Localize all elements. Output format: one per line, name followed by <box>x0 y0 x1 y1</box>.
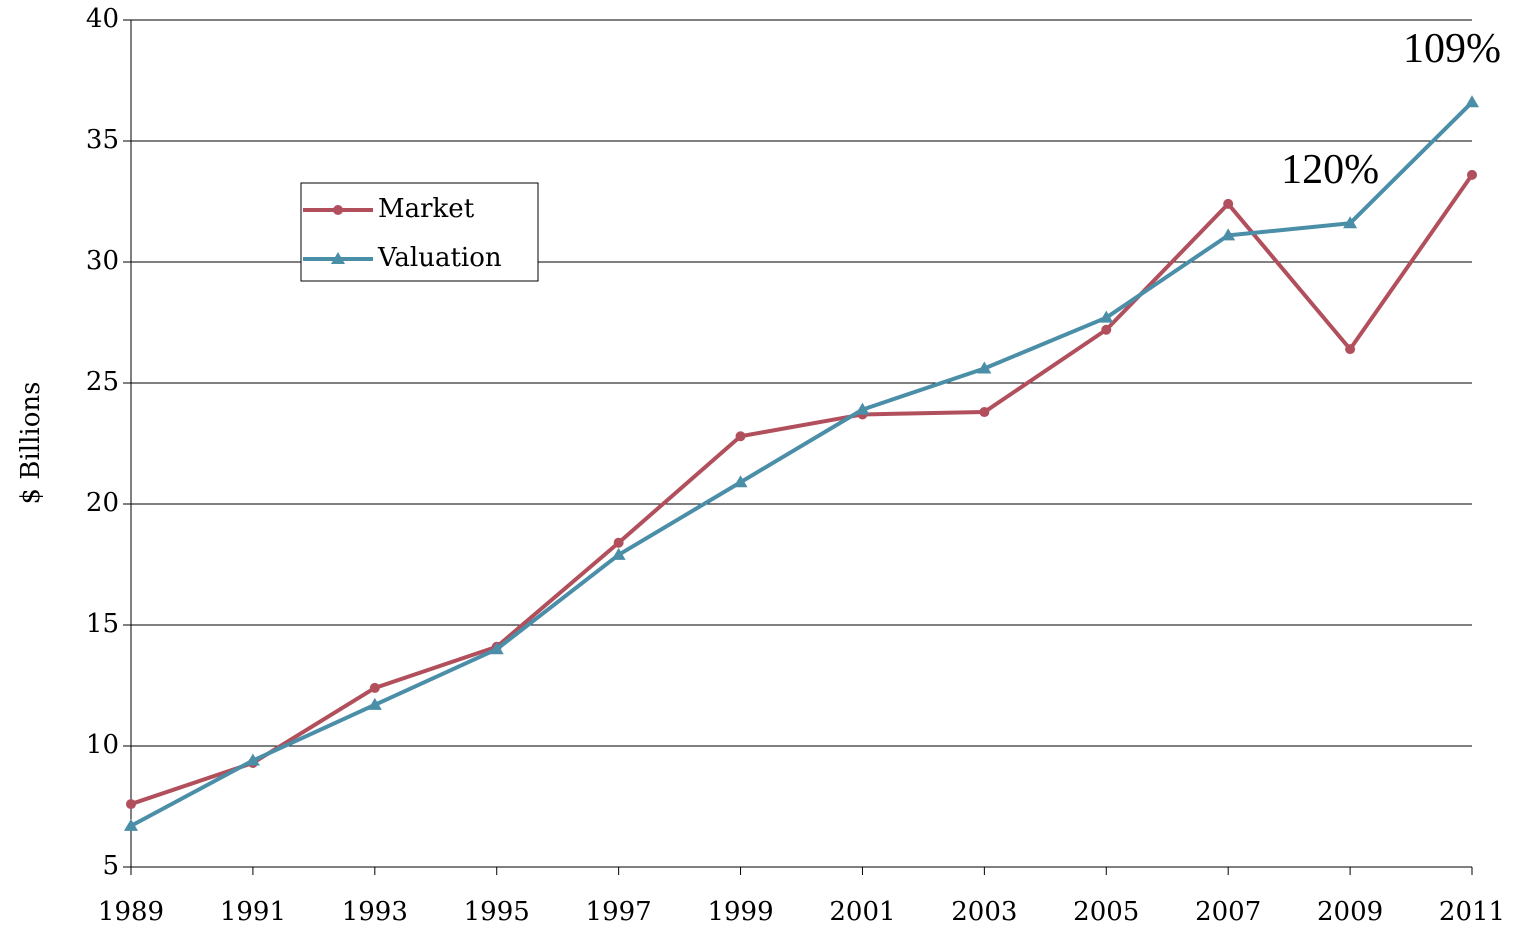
line-series <box>130 173 1474 806</box>
marker <box>855 402 870 415</box>
marker <box>977 361 992 374</box>
marker <box>1343 216 1358 229</box>
marker <box>1099 310 1114 323</box>
legend: Market Valuation <box>300 182 539 282</box>
x-tick-label: 2003 <box>951 897 1017 927</box>
x-tick-label: 1999 <box>707 897 773 927</box>
y-tick-label: 40 <box>86 4 119 34</box>
y-tick-label: 25 <box>86 367 119 397</box>
marker <box>489 642 504 655</box>
marker <box>1223 198 1234 209</box>
x-tick-label: 2005 <box>1073 897 1139 927</box>
y-tick-label: 15 <box>86 609 119 639</box>
marker <box>733 475 748 488</box>
y-tick-label: 20 <box>86 488 119 518</box>
marker <box>126 799 136 810</box>
marker <box>613 537 624 548</box>
legend-box <box>300 182 539 282</box>
marker <box>331 252 345 264</box>
annotation: 109% <box>1403 26 1501 72</box>
x-tick-label: 1989 <box>98 897 164 927</box>
marker <box>1101 324 1112 335</box>
y-tick-label: 30 <box>86 246 119 276</box>
line-series <box>130 100 1474 828</box>
y-axis-label: $ Billions <box>16 382 46 505</box>
y-tick-label: 10 <box>86 730 119 760</box>
marker <box>124 818 138 831</box>
marker <box>245 753 260 766</box>
x-tick-label: 2001 <box>829 897 895 927</box>
marker <box>369 682 380 693</box>
marker <box>333 205 343 215</box>
y-tick-label: 5 <box>102 851 119 881</box>
x-tick-label: 1991 <box>220 897 286 927</box>
annotation: 120% <box>1281 147 1379 193</box>
legend-label: Valuation <box>377 243 502 273</box>
marker <box>611 547 626 560</box>
marker <box>1467 169 1477 180</box>
marker <box>735 431 746 442</box>
x-tick-label: 1993 <box>342 897 408 927</box>
x-tick-label: 2007 <box>1195 897 1261 927</box>
x-tick-label: 2011 <box>1439 897 1505 927</box>
x-tick-label: 1995 <box>464 897 530 927</box>
marker <box>979 407 990 418</box>
marker <box>367 697 382 710</box>
x-tick-label: 2009 <box>1317 897 1383 927</box>
marker <box>1345 344 1356 355</box>
y-tick-label: 35 <box>86 125 119 155</box>
marker <box>1221 228 1236 241</box>
legend-label: Market <box>378 194 475 224</box>
marker <box>1465 95 1479 108</box>
x-tick-label: 1997 <box>586 897 652 927</box>
